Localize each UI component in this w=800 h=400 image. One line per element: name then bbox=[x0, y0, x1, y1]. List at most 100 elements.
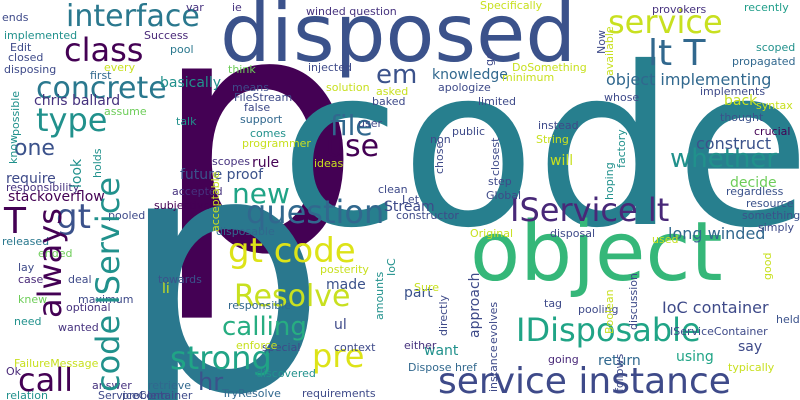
word-cloud-word: construct bbox=[696, 134, 772, 153]
word-cloud-word: asked bbox=[376, 85, 409, 98]
word-cloud-word: code IService bbox=[89, 176, 127, 392]
word-cloud-word: back bbox=[724, 93, 758, 109]
word-cloud-word: IDisposable bbox=[516, 311, 701, 349]
word-cloud-word: decide bbox=[730, 175, 777, 191]
word-cloud-word: var bbox=[186, 1, 204, 14]
word-cloud-word: em bbox=[376, 60, 418, 90]
word-cloud-word: tag bbox=[544, 297, 563, 310]
word-cloud-word: Dispose href bbox=[408, 361, 477, 374]
word-cloud-word: means bbox=[232, 81, 269, 94]
word-cloud-word: simply bbox=[758, 221, 795, 234]
word-cloud-word: enforce bbox=[236, 339, 278, 352]
word-cloud-word: TryResolve bbox=[222, 387, 281, 400]
word-cloud-word: programmer bbox=[242, 137, 311, 150]
word-cloud-word: Ok bbox=[6, 365, 22, 378]
word-cloud-word: directly bbox=[437, 294, 450, 336]
word-cloud-word: syntax bbox=[756, 99, 793, 112]
word-cloud-word: propagated bbox=[732, 55, 796, 68]
word-cloud-word: solution bbox=[326, 81, 370, 94]
word-cloud-word: file bbox=[330, 109, 373, 142]
word-cloud-word: every bbox=[104, 61, 136, 74]
word-cloud-word: non bbox=[430, 133, 451, 146]
word-cloud-word: Original bbox=[470, 227, 514, 240]
word-cloud-word: lay bbox=[18, 261, 35, 274]
word-cloud-word: approach bbox=[467, 272, 483, 338]
word-cloud-word: pooling bbox=[578, 303, 619, 316]
word-cloud-word: resource bbox=[746, 197, 794, 210]
word-cloud-word: gt bbox=[56, 197, 91, 237]
word-cloud-word: discussion bbox=[627, 272, 640, 330]
word-cloud-word: minimum bbox=[502, 71, 555, 84]
word-cloud-word: scoped bbox=[756, 41, 796, 54]
word-cloud-word: p bbox=[118, 83, 328, 400]
word-cloud-word: say bbox=[738, 339, 763, 355]
word-cloud-word: Global bbox=[486, 189, 522, 202]
word-cloud-word: something bbox=[742, 209, 800, 222]
word-cloud-word: Let bbox=[402, 193, 420, 206]
word-cloud-word: optional bbox=[66, 301, 111, 314]
word-cloud-word: case bbox=[18, 273, 44, 286]
word-cloud-word: concrete bbox=[36, 71, 167, 106]
word-cloud-word: li bbox=[162, 281, 170, 297]
word-cloud-word: retrieve bbox=[148, 379, 191, 392]
word-cloud-word: service bbox=[608, 3, 723, 41]
word-cloud-word: IService lt bbox=[510, 191, 670, 229]
word-cloud-word: calling bbox=[222, 312, 307, 342]
word-cloud-word: provokers bbox=[652, 3, 707, 16]
word-cloud-word: Specifically bbox=[480, 0, 543, 12]
word-cloud-word: relation bbox=[6, 389, 48, 400]
word-cloud-word: question bbox=[246, 193, 385, 231]
word-cloud-word: whether bbox=[670, 144, 778, 174]
word-cloud-word: released bbox=[2, 235, 50, 248]
word-cloud-word: possible bbox=[9, 90, 22, 136]
word-cloud-word: future proof bbox=[180, 167, 264, 183]
word-cloud-word: made bbox=[326, 277, 366, 293]
word-cloud-word: disposable bbox=[216, 225, 275, 238]
word-cloud-word: context bbox=[334, 341, 376, 354]
word-cloud-word: use bbox=[326, 129, 380, 164]
word-cloud-word: new bbox=[232, 177, 290, 210]
word-cloud-word: closed bbox=[8, 51, 44, 64]
word-cloud-word: will bbox=[550, 153, 574, 169]
word-cloud-word: require bbox=[6, 171, 56, 187]
word-cloud-word: Edit bbox=[10, 41, 32, 54]
word-cloud-word: chris ballard bbox=[34, 93, 121, 109]
word-cloud-word: whose bbox=[604, 91, 640, 104]
word-cloud-word: scopes bbox=[212, 155, 250, 168]
word-cloud-word: public bbox=[452, 125, 486, 138]
word-cloud-word: going bbox=[548, 353, 579, 366]
word-cloud-word: ServiceContainer bbox=[98, 389, 193, 400]
word-cloud-word: FileStream bbox=[234, 91, 293, 104]
word-cloud-word: ends bbox=[2, 11, 29, 24]
word-cloud-word: T bbox=[4, 201, 26, 242]
word-cloud-word: special bbox=[262, 341, 301, 354]
word-cloud-word: amounts bbox=[373, 271, 386, 320]
word-cloud-word: think bbox=[228, 63, 256, 76]
word-cloud-word: FailureMessage bbox=[14, 357, 99, 370]
word-cloud-word: discovered bbox=[256, 367, 316, 380]
word-cloud-word: implements bbox=[700, 85, 766, 98]
word-cloud-word: hoping bbox=[603, 162, 616, 200]
word-cloud-word: look bbox=[69, 158, 85, 188]
word-cloud-word: user bbox=[358, 117, 382, 130]
word-cloud-word: class bbox=[64, 31, 144, 69]
word-cloud-word: pooled bbox=[108, 209, 146, 222]
word-cloud-word: regardless bbox=[726, 185, 784, 198]
word-cloud-word: Resolve bbox=[234, 279, 351, 314]
word-cloud-word: stackoverflow bbox=[8, 189, 105, 205]
word-cloud-word: assume bbox=[104, 105, 147, 118]
word-cloud-word: factory bbox=[615, 129, 628, 168]
word-cloud-word: strong bbox=[170, 339, 272, 377]
word-cloud-word: know bbox=[7, 134, 20, 164]
word-cloud-word: service instance bbox=[438, 361, 731, 400]
word-cloud-word: constructor bbox=[396, 209, 459, 222]
word-cloud-word: apologize bbox=[438, 81, 491, 94]
word-cloud-word: step bbox=[488, 175, 512, 188]
word-cloud-word: either bbox=[404, 339, 437, 352]
word-cloud-word: talk bbox=[176, 115, 197, 128]
word-cloud-word: need bbox=[14, 315, 42, 328]
word-cloud-word: disposing bbox=[4, 63, 57, 76]
word-cloud-word: call bbox=[18, 361, 73, 399]
word-cloud-word: comes bbox=[250, 127, 286, 140]
word-cloud-word: Boolean bbox=[603, 289, 616, 334]
